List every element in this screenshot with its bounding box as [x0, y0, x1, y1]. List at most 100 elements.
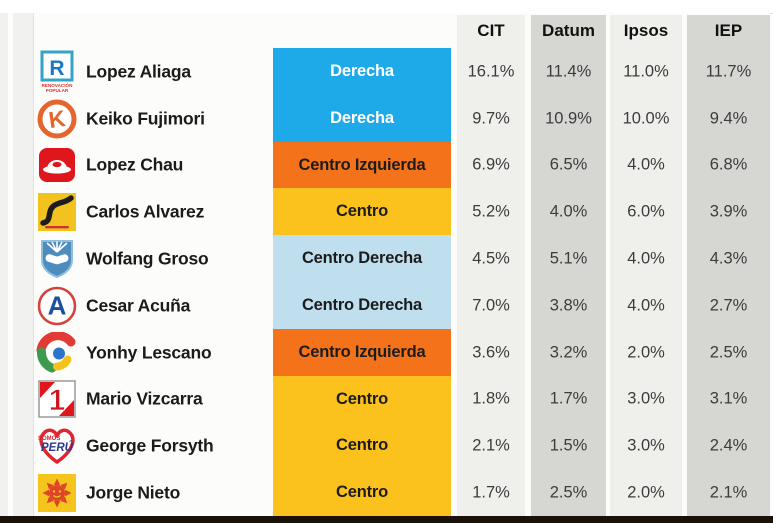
table-row: K Keiko Fujimori Derecha 9.7% 10.9% 10.0…	[0, 95, 773, 142]
column-stripe-datum	[531, 15, 606, 516]
svg-text:PERÚ: PERÚ	[41, 441, 74, 454]
table-row: R RENOVACIÓN POPULAR Lopez Aliaga Derech…	[0, 48, 773, 95]
position-badge: Centro Izquierda	[273, 142, 451, 188]
poll-value-datum: 6.5%	[549, 155, 588, 174]
poll-value-cit: 5.2%	[472, 202, 510, 220]
table-row: SOMOS PERÚ George Forsyth Centro 2.1% 1.…	[0, 422, 773, 469]
poll-value-iep: 3.1%	[709, 389, 748, 408]
poll-value-datum: 3.2%	[549, 343, 588, 361]
table-row: Lopez Chau Centro Izquierda 6.9% 6.5% 4.…	[0, 142, 773, 188]
left-margin	[0, 13, 33, 516]
candidate-name: Yonhy Lescano	[86, 342, 212, 362]
poll-value-iep: 2.5%	[709, 343, 748, 361]
svg-text:1: 1	[49, 384, 66, 417]
poll-value-iep: 6.8%	[709, 155, 748, 174]
poll-value-iep: 4.3%	[709, 249, 748, 267]
poll-value-datum: 2.5%	[549, 483, 588, 501]
poll-value-iep: 2.7%	[709, 296, 748, 314]
position-badge: Derecha	[273, 48, 451, 95]
candidate-name: Cesar Acuña	[86, 295, 191, 315]
poll-value-iep: 3.9%	[709, 202, 748, 220]
table-row: A Cesar Acuña Centro Derecha 7.0% 3.8% 4…	[0, 282, 773, 329]
position-badge: Centro	[273, 188, 451, 235]
renovacion-popular-logo-icon: R RENOVACIÓN POPULAR	[34, 49, 80, 95]
position-badge: Centro	[273, 376, 451, 422]
top-margin	[0, 0, 773, 14]
candidate-name: Wolfang Groso	[86, 248, 209, 268]
poll-value-iep: 2.4%	[709, 436, 748, 454]
poll-value-ipsos: 3.0%	[627, 436, 665, 454]
poll-value-cit: 7.0%	[472, 296, 510, 314]
svg-text:POPULAR: POPULAR	[46, 88, 69, 93]
poll-value-iep: 2.1%	[709, 483, 748, 501]
svg-text:A: A	[48, 290, 67, 320]
poll-value-datum: 1.5%	[549, 436, 588, 454]
app-blue-a-logo-icon: A	[34, 283, 80, 329]
poll-value-cit: 9.7%	[472, 109, 510, 127]
poll-value-cit: 6.9%	[472, 155, 510, 174]
table-row: 1 Mario Vizcarra Centro 1.8% 1.7% 3.0% 3…	[0, 376, 773, 422]
poll-value-cit: 3.6%	[472, 343, 510, 361]
column-stripe-ipsos	[610, 15, 682, 516]
poll-value-cit: 1.8%	[472, 389, 510, 408]
blue-shield-handshake-logo-icon	[34, 236, 80, 282]
poll-value-datum: 4.0%	[549, 202, 588, 220]
svg-text:R: R	[49, 57, 64, 80]
poll-value-ipsos: 2.0%	[627, 483, 665, 501]
table-row: Carlos Alvarez Centro 5.2% 4.0% 6.0% 3.9…	[0, 188, 773, 235]
poll-value-ipsos: 10.0%	[622, 109, 670, 127]
svg-text:RENOVACIÓN: RENOVACIÓN	[42, 81, 73, 88]
somos-peru-heart-logo-icon: SOMOS PERÚ	[34, 423, 80, 469]
candidate-name: Lopez Aliaga	[86, 61, 191, 81]
multicolor-circle-logo-icon	[34, 330, 80, 376]
column-header-iep: IEP	[714, 21, 743, 40]
candidate-name: Keiko Fujimori	[86, 108, 205, 128]
candidate-name: Carlos Alvarez	[86, 201, 205, 221]
poll-value-ipsos: 2.0%	[627, 343, 665, 361]
bottom-bar	[0, 516, 773, 523]
poll-value-ipsos: 4.0%	[627, 296, 665, 314]
poll-value-ipsos: 4.0%	[627, 155, 665, 174]
poll-value-ipsos: 11.0%	[623, 62, 669, 80]
poll-value-datum: 11.4%	[545, 62, 592, 80]
candidate-name: Mario Vizcarra	[86, 388, 203, 409]
fuerza-popular-k-logo-icon: K	[34, 96, 80, 142]
poll-value-datum: 10.9%	[545, 109, 592, 127]
table-row: Jorge Nieto Centro 1.7% 2.5% 2.0% 2.1%	[0, 469, 773, 516]
poll-value-ipsos: 4.0%	[627, 249, 665, 267]
position-badge: Centro Izquierda	[273, 329, 451, 376]
poll-value-ipsos: 3.0%	[627, 389, 665, 408]
poll-value-cit: 2.1%	[472, 436, 510, 454]
svg-text:SOMOS: SOMOS	[38, 436, 60, 442]
poll-value-ipsos: 6.0%	[627, 202, 665, 220]
svg-text:K: K	[47, 104, 67, 132]
red-hard-hat-logo-icon	[34, 142, 80, 188]
column-stripe-cit	[457, 15, 525, 516]
poll-value-iep: 11.7%	[705, 62, 752, 80]
yellow-road-logo-icon	[34, 189, 80, 235]
column-header-datum: Datum	[542, 21, 595, 40]
left-gutter-line	[8, 13, 13, 516]
poll-value-cit: 1.7%	[472, 483, 510, 501]
poll-value-datum: 1.7%	[549, 389, 588, 408]
position-badge: Centro Derecha	[273, 235, 451, 282]
table-row: Wolfang Groso Centro Derecha 4.5% 5.1% 4…	[0, 235, 773, 282]
position-badge: Derecha	[273, 95, 451, 142]
candidate-name: Lopez Chau	[86, 154, 184, 175]
yellow-sun-logo-icon	[34, 470, 80, 516]
column-header-cit: CIT	[477, 21, 505, 40]
poll-value-datum: 3.8%	[549, 296, 588, 314]
table-row: Yonhy Lescano Centro Izquierda 3.6% 3.2%…	[0, 329, 773, 376]
poll-value-iep: 9.4%	[709, 109, 748, 127]
column-header-ipsos: Ipsos	[623, 21, 669, 40]
poll-value-cit: 16.1%	[467, 62, 515, 80]
poll-value-cit: 4.5%	[472, 249, 510, 267]
candidate-name: Jorge Nieto	[86, 482, 181, 502]
position-badge: Centro	[273, 422, 451, 469]
red-number-one-logo-icon: 1	[34, 376, 80, 422]
position-badge: Centro Derecha	[273, 282, 451, 329]
candidate-name: George Forsyth	[86, 435, 214, 455]
column-stripe-iep	[687, 15, 770, 516]
position-badge: Centro	[273, 469, 451, 516]
